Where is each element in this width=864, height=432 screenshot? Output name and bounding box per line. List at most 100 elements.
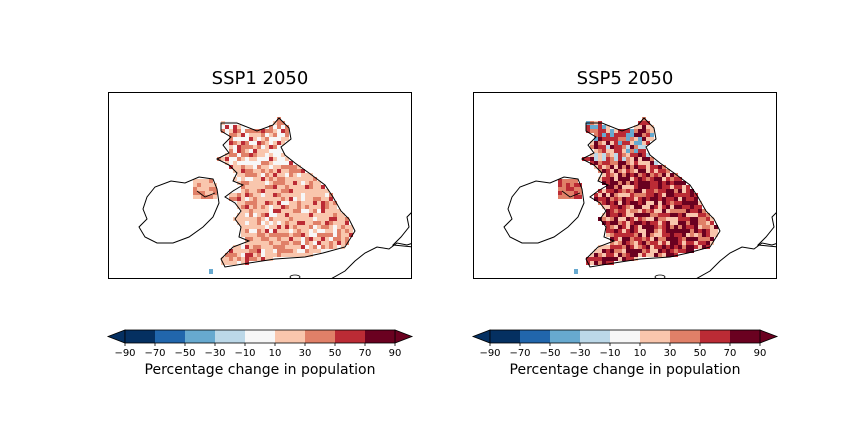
grid-cell [329, 233, 333, 237]
grid-cell [642, 197, 646, 201]
grid-cell [273, 245, 277, 249]
grid-cell [586, 157, 590, 161]
grid-cell [710, 225, 714, 229]
grid-cell [630, 213, 634, 217]
grid-cell [630, 237, 634, 241]
grid-cell [241, 193, 245, 197]
grid-cell [297, 201, 301, 205]
grid-cell [590, 261, 594, 265]
grid-cell [297, 217, 301, 221]
grid-cell [646, 153, 650, 157]
grid-cell [662, 225, 666, 229]
grid-cell [646, 157, 650, 161]
grid-cell [265, 221, 269, 225]
grid-cell [614, 229, 618, 233]
coastline-netherlands [391, 212, 411, 248]
grid-cell [614, 137, 618, 141]
grid-cell [626, 217, 630, 221]
grid-cell [658, 197, 662, 201]
grid-cell [257, 145, 261, 149]
grid-cell [618, 205, 622, 209]
grid-cell [622, 229, 626, 233]
grid-cell [285, 233, 289, 237]
panel-title-ssp1: SSP1 2050 [211, 68, 309, 89]
grid-cell [590, 157, 594, 161]
grid-cell [694, 233, 698, 237]
grid-cell [642, 205, 646, 209]
grid-cell [325, 237, 329, 241]
grid-cell [610, 221, 614, 225]
grid-cell [646, 165, 650, 169]
grid-cell [237, 157, 241, 161]
colorbar-label-left: Percentage change in population [144, 362, 376, 378]
grid-cell [634, 209, 638, 213]
grid-cell [281, 189, 285, 193]
grid-cell [674, 181, 678, 185]
grid-cell [606, 257, 610, 261]
grid-cell [590, 145, 594, 149]
grid-cell [682, 249, 686, 253]
grid-cell [297, 193, 301, 197]
grid-cell [670, 201, 674, 205]
grid-cell [249, 237, 253, 241]
grid-cell [241, 197, 245, 201]
grid-cell [582, 157, 586, 161]
colorbar-tick-label: 50 [329, 348, 342, 358]
grid-cell [261, 141, 265, 145]
grid-cell [694, 193, 698, 197]
grid-cell [642, 169, 646, 173]
grid-cell [650, 173, 654, 177]
grid-cell [241, 137, 245, 141]
grid-cell [265, 161, 269, 165]
grid-cell [566, 183, 570, 187]
grid-cell [598, 137, 602, 141]
grid-cell [650, 209, 654, 213]
grid-cell [201, 179, 205, 183]
grid-cell [317, 213, 321, 217]
grid-cell [269, 177, 273, 181]
grid-cell [658, 185, 662, 189]
grid-cell [297, 221, 301, 225]
grid-cell [317, 237, 321, 241]
grid-cell [702, 233, 706, 237]
grid-cell [634, 165, 638, 169]
grid-cell [666, 205, 670, 209]
grid-cell [638, 217, 642, 221]
grid-cell [614, 165, 618, 169]
grid-cell [626, 213, 630, 217]
grid-cell [598, 253, 602, 257]
grid-cell [265, 141, 269, 145]
grid-cell [329, 237, 333, 241]
grid-cell [301, 245, 305, 249]
grid-cell [285, 253, 289, 257]
grid-cell [253, 225, 257, 229]
grid-cell [269, 193, 273, 197]
grid-cell [233, 261, 237, 265]
grid-cell [606, 233, 610, 237]
grid-cell [642, 253, 646, 257]
grid-cell [610, 241, 614, 245]
grid-cell [297, 213, 301, 217]
grid-cell [233, 253, 237, 257]
grid-cell [598, 261, 602, 265]
grid-cell [630, 149, 634, 153]
grid-cell [249, 225, 253, 229]
grid-cell [289, 209, 293, 213]
grid-cell [269, 245, 273, 249]
grid-cell [277, 161, 281, 165]
grid-cell [205, 179, 209, 183]
grid-cell [297, 189, 301, 193]
grid-cell [622, 249, 626, 253]
grid-cell [618, 161, 622, 165]
grid-cell [662, 165, 666, 169]
grid-cell [233, 197, 237, 201]
grid-cell [694, 205, 698, 209]
grid-cell [317, 181, 321, 185]
grid-cell [237, 169, 241, 173]
grid-cell [301, 241, 305, 245]
grid-cell [285, 189, 289, 193]
grid-cell [257, 233, 261, 237]
grid-cell [618, 145, 622, 149]
grid-cell [333, 225, 337, 229]
grid-cell [614, 133, 618, 137]
